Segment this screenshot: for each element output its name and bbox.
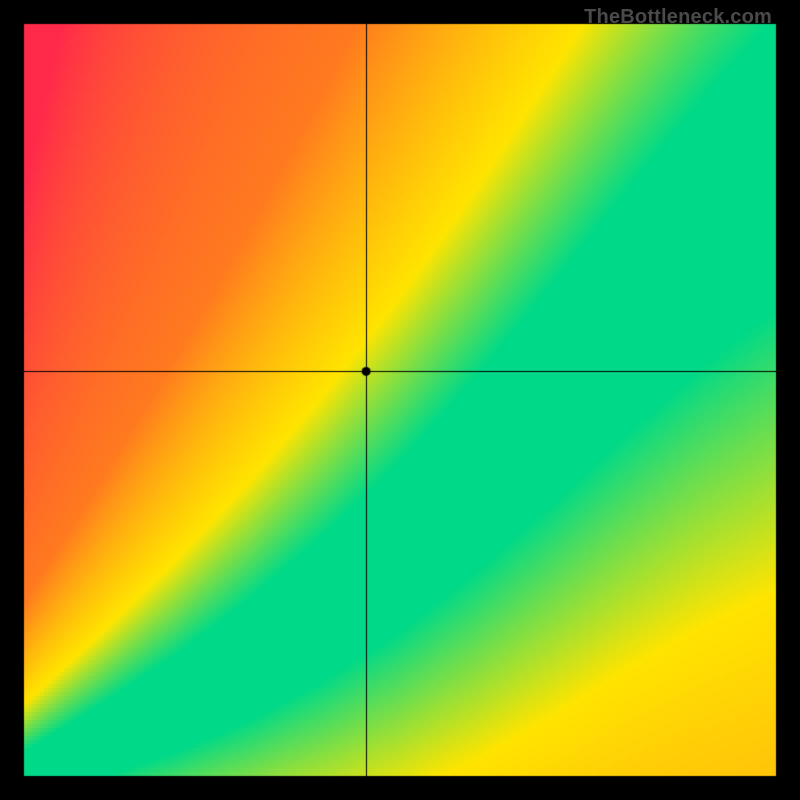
heatmap-canvas [0, 0, 800, 800]
watermark-text: TheBottleneck.com [584, 6, 772, 29]
root: TheBottleneck.com [0, 0, 800, 800]
